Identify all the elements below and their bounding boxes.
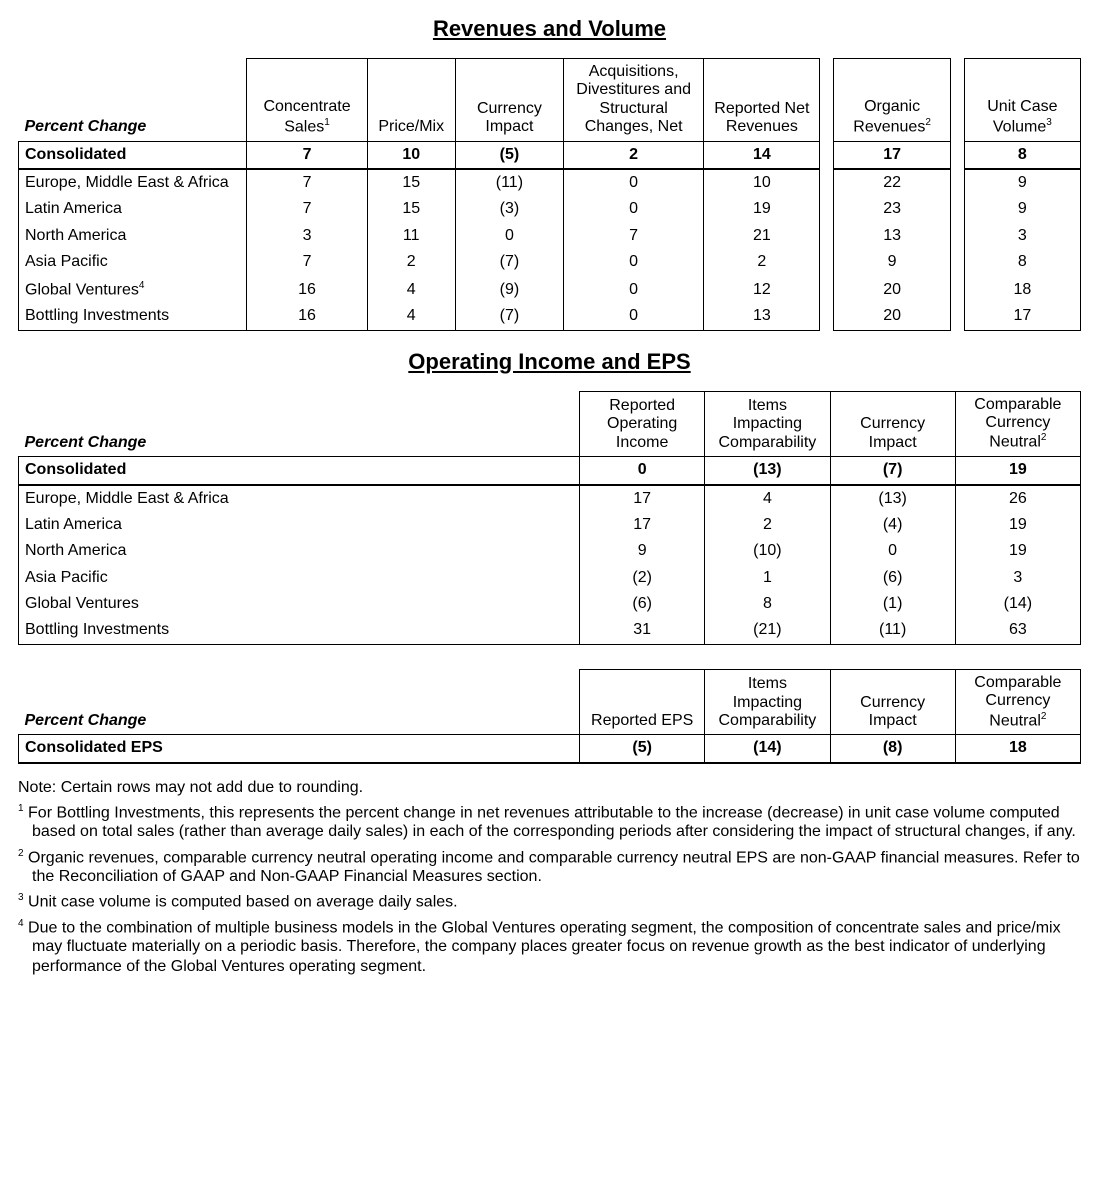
- revenues-table: Percent Change Concentrate Sales1 Price/…: [18, 58, 1081, 331]
- col-concentrate: Concentrate Sales1: [247, 59, 367, 142]
- consolidated-eps-row: Consolidated EPS (5) (14) (8) 18: [19, 735, 1081, 763]
- header-row: Percent Change Reported EPS Items Impact…: [19, 669, 1081, 735]
- consolidated-row: Consolidated 0 (13) (7) 19: [19, 457, 1081, 485]
- table-row: North America 3 11 0 7 21 13 3: [19, 223, 1081, 249]
- footnotes: Note: Certain rows may not add due to ro…: [18, 778, 1081, 976]
- section-title-operating: Operating Income and EPS: [18, 349, 1081, 375]
- table-row: Global Ventures4 16 4 (9) 0 12 20 18: [19, 276, 1081, 304]
- percent-change-label: Percent Change: [19, 59, 247, 142]
- col-items: Items Impacting Comparability: [705, 669, 830, 735]
- table-row: Latin America 17 2 (4) 19: [19, 512, 1081, 538]
- col-comparable: Comparable Currency Neutral2: [955, 391, 1080, 457]
- col-price-mix: Price/Mix: [367, 59, 455, 142]
- col-unit-case: Unit Case Volume3: [964, 59, 1080, 142]
- note-4: 4 Due to the combination of multiple bus…: [18, 918, 1081, 976]
- col-acquisitions: Acquisitions, Divestitures and Structura…: [564, 59, 704, 142]
- col-comparable: Comparable Currency Neutral2: [955, 669, 1080, 735]
- percent-change-label: Percent Change: [19, 391, 580, 457]
- eps-table: Percent Change Reported EPS Items Impact…: [18, 669, 1081, 764]
- table-row: Bottling Investments 16 4 (7) 0 13 20 17: [19, 303, 1081, 330]
- table-row: Latin America 7 15 (3) 0 19 23 9: [19, 196, 1081, 222]
- table-row: Bottling Investments 31 (21) (11) 63: [19, 617, 1081, 644]
- table-row: North America 9 (10) 0 19: [19, 538, 1081, 564]
- row-label: Consolidated: [19, 141, 247, 169]
- col-reported-op: Reported Operating Income: [580, 391, 705, 457]
- col-currency: Currency Impact: [830, 391, 955, 457]
- header-row: Percent Change Reported Operating Income…: [19, 391, 1081, 457]
- table-row: Asia Pacific 7 2 (7) 0 2 9 8: [19, 249, 1081, 275]
- note-1: 1 For Bottling Investments, this represe…: [18, 803, 1081, 842]
- table-row: Global Ventures (6) 8 (1) (14): [19, 591, 1081, 617]
- col-currency: Currency Impact: [830, 669, 955, 735]
- note-2: 2 Organic revenues, comparable currency …: [18, 848, 1081, 887]
- header-row: Percent Change Concentrate Sales1 Price/…: [19, 59, 1081, 142]
- col-items: Items Impacting Comparability: [705, 391, 830, 457]
- col-reported-eps: Reported EPS: [580, 669, 705, 735]
- table-row: Europe, Middle East & Africa 17 4 (13) 2…: [19, 485, 1081, 512]
- consolidated-row: Consolidated 7 10 (5) 2 14 17 8: [19, 141, 1081, 169]
- col-currency: Currency Impact: [455, 59, 563, 142]
- table-row: Europe, Middle East & Africa 7 15 (11) 0…: [19, 169, 1081, 196]
- col-organic: Organic Revenues2: [834, 59, 950, 142]
- section-title-revenues: Revenues and Volume: [18, 16, 1081, 42]
- col-reported-net: Reported Net Revenues: [704, 59, 820, 142]
- operating-income-table: Percent Change Reported Operating Income…: [18, 391, 1081, 645]
- note-rounding: Note: Certain rows may not add due to ro…: [18, 778, 1081, 797]
- table-row: Asia Pacific (2) 1 (6) 3: [19, 565, 1081, 591]
- note-3: 3 Unit case volume is computed based on …: [18, 892, 1081, 912]
- percent-change-label: Percent Change: [19, 669, 580, 735]
